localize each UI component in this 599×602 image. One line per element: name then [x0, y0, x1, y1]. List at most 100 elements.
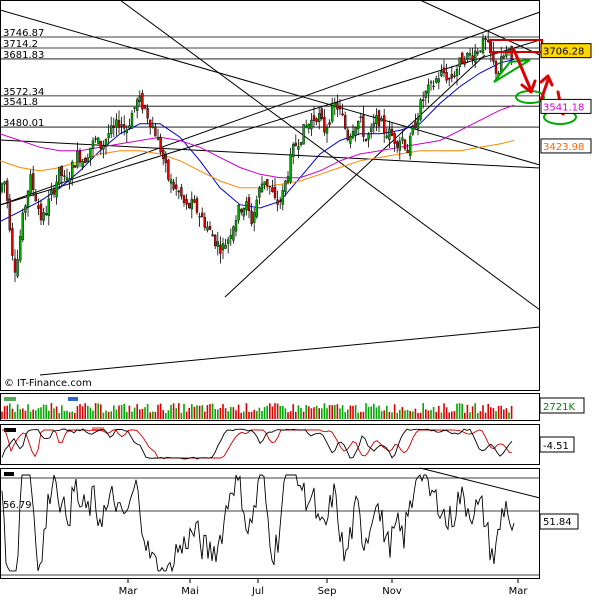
candle-body	[45, 213, 48, 216]
candle-body	[125, 129, 129, 133]
candle-body	[336, 102, 339, 110]
candle-body	[60, 165, 63, 176]
volume-bar	[19, 409, 21, 419]
volume-bar	[427, 410, 430, 419]
volume-bar	[141, 408, 144, 419]
volume-bar	[261, 410, 263, 419]
volume-bar	[406, 409, 409, 419]
candle-body	[99, 140, 103, 149]
volume-bar	[152, 411, 154, 419]
volume-bar	[144, 407, 146, 419]
volume-bar	[302, 411, 305, 419]
x-tick-label: Nov	[382, 586, 402, 597]
candle-body	[159, 136, 162, 153]
level-label: 3681.83	[3, 50, 44, 61]
volume-bar	[492, 408, 495, 419]
candle-body	[34, 193, 37, 202]
volume-bar	[490, 407, 492, 419]
candle-body	[357, 120, 360, 130]
candle-body	[208, 225, 212, 230]
candle-body	[398, 140, 401, 151]
candle-body	[148, 119, 152, 128]
volume-bar	[61, 405, 63, 419]
candle-body	[141, 93, 144, 110]
volume-bar	[432, 406, 435, 419]
volume-bar	[191, 404, 193, 419]
candle-body	[232, 226, 235, 241]
volume-bar	[274, 403, 276, 419]
volume-bar	[383, 410, 385, 419]
x-tick-label: Jul	[251, 586, 264, 597]
volume-bar	[386, 406, 388, 419]
volume-bar	[113, 405, 115, 419]
volume-bar	[352, 405, 354, 419]
candle-body	[52, 189, 56, 195]
candle-body	[331, 105, 334, 122]
candle-body	[325, 126, 329, 134]
volume-bar	[250, 411, 253, 419]
candle-body	[359, 116, 362, 119]
candle-body	[362, 115, 365, 137]
volume-bar	[209, 403, 211, 419]
volume-bar	[224, 408, 227, 419]
volume-bar	[503, 409, 505, 419]
candle-body	[252, 212, 256, 223]
rsi-label: 51.84	[543, 517, 572, 528]
candle-body	[468, 53, 472, 56]
volume-bar	[45, 404, 47, 419]
volume-bar	[81, 406, 84, 419]
candle-body	[346, 129, 349, 141]
volume-bar	[370, 406, 372, 419]
candle-body	[198, 215, 201, 218]
candle-body	[281, 190, 284, 205]
volume-bar	[123, 403, 125, 419]
volume-bar	[297, 405, 300, 419]
candle-body	[226, 239, 230, 244]
volume-bar	[243, 411, 245, 419]
volume-bar	[357, 412, 359, 419]
candle-body	[406, 149, 409, 154]
volume-bar	[266, 405, 268, 419]
candle-body	[216, 241, 220, 247]
macd-line	[1, 428, 513, 460]
volume-bar	[263, 407, 266, 419]
x-tick-label: Mai	[181, 586, 199, 597]
volume-bar	[341, 405, 344, 419]
volume-bar	[139, 409, 141, 419]
volume-bar	[37, 408, 40, 419]
volume-bar	[425, 409, 427, 419]
volume-bar	[451, 411, 453, 419]
candle-body	[260, 183, 264, 193]
candle-body	[47, 198, 50, 216]
candle-body	[128, 125, 131, 129]
volume-bar	[227, 411, 229, 419]
volume-bar	[380, 411, 383, 419]
volume-bar	[508, 412, 510, 419]
candle-body	[435, 78, 438, 83]
candle-body	[333, 103, 336, 108]
price-tag-box	[540, 138, 592, 154]
volume-bar	[206, 405, 209, 419]
volume-bar	[48, 410, 50, 419]
volume-bar	[344, 412, 346, 419]
volume-bar	[276, 403, 279, 419]
volume-bar	[308, 406, 310, 419]
volume-bar	[469, 412, 471, 419]
watermark: © IT-Finance.com	[4, 378, 92, 389]
volume-bar	[50, 403, 53, 419]
volume-bar	[29, 411, 32, 419]
volume-bar	[167, 410, 170, 419]
volume-bar	[417, 412, 419, 419]
candle-body	[11, 228, 14, 256]
candle-body	[403, 139, 407, 150]
candle-body	[3, 181, 6, 185]
volume-bar	[258, 407, 261, 419]
volume-bar	[334, 405, 336, 419]
candle-body	[440, 71, 443, 77]
volume-bar	[310, 408, 313, 419]
volume-bar	[76, 406, 79, 419]
volume-bar	[505, 408, 508, 419]
candle-body	[461, 52, 464, 64]
candle-body	[419, 99, 422, 120]
volume-bar	[180, 412, 183, 419]
